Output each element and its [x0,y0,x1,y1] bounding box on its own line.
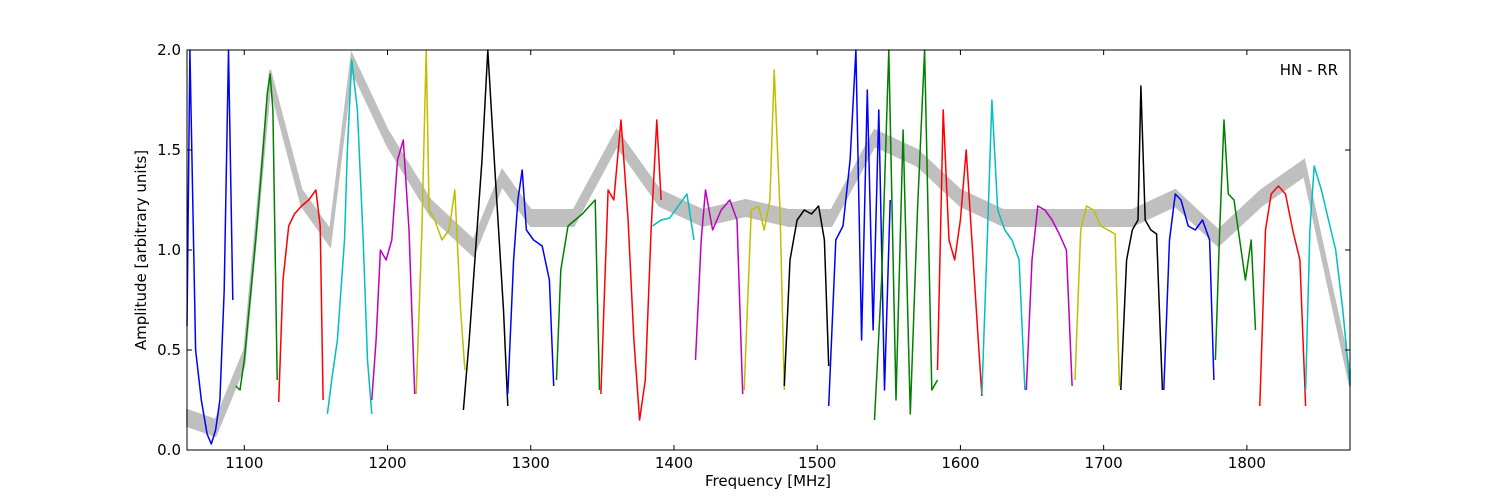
series-line-23 [1214,119,1257,361]
y-tick-label: 1.0 [157,241,181,259]
series-line-10 [600,119,662,421]
y-tick-label: 1.5 [157,141,181,159]
chart-annotation: HN - RR [1280,61,1338,79]
series-line-17 [936,109,983,397]
y-axis-ticks: 0.0 0.5 1.0 1.5 2.0 [157,41,1350,459]
x-tick-label: 1700 [1085,454,1123,472]
series-line-11 [652,193,695,241]
y-tick-label: 0.0 [157,441,181,459]
series-line-3 [277,189,324,403]
series-line-9 [555,199,601,391]
y-tick-label: 0.5 [157,341,181,359]
series-line-5 [371,139,416,401]
x-tick-label: 1800 [1228,454,1266,472]
series-line-21 [1120,85,1164,391]
x-axis-label: Frequency [MHz] [705,472,831,490]
series-line-20 [1074,205,1121,387]
x-tick-label: 1600 [941,454,979,472]
series-line-6 [415,49,466,395]
x-tick-label: 1500 [798,454,836,472]
x-tick-label: 1400 [655,454,693,472]
series-line-1 [186,49,234,445]
series-line-8 [507,169,555,395]
series-line-19 [1025,205,1073,391]
plot-background [187,50,1350,450]
series-line-14 [783,205,830,387]
y-tick-label: 2.0 [157,41,181,59]
series-line-24 [1259,185,1307,407]
series-group [186,49,1351,445]
series-line-22 [1163,193,1215,391]
series-line-15 [827,49,891,407]
y-axis-label: Amplitude [arbitrary units] [132,150,150,350]
x-tick-label: 1100 [225,454,263,472]
x-tick-label: 1300 [512,454,550,472]
series-line-16 [873,49,939,421]
series-line-2 [235,73,278,391]
series-line-13 [743,69,786,391]
series-line-25 [1304,165,1351,391]
series-line-18 [981,99,1026,395]
x-tick-label: 1200 [368,454,406,472]
x-axis-ticks: 1100 1200 1300 1400 1500 1600 1700 1800 [225,50,1266,472]
series-line-4 [326,59,373,415]
series-line-12 [694,189,744,395]
